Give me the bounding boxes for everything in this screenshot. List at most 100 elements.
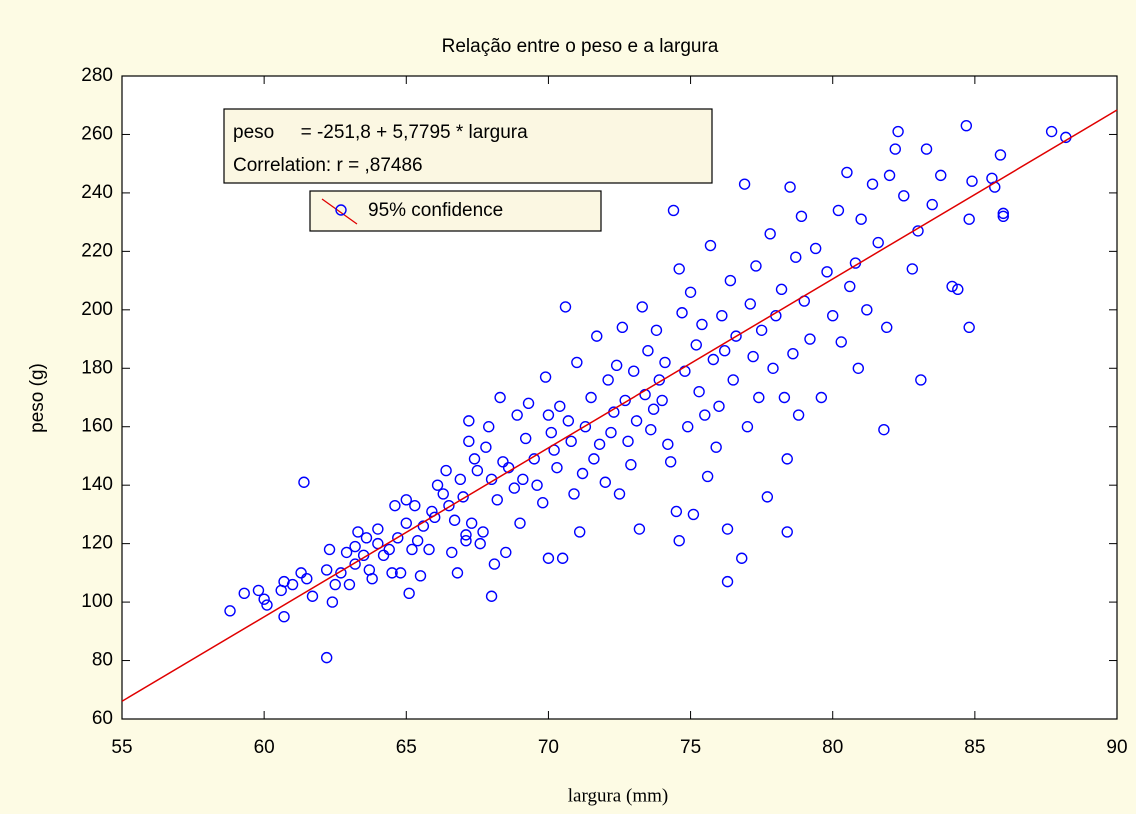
point — [804, 333, 816, 345]
point — [792, 409, 805, 421]
point — [329, 578, 341, 591]
point — [372, 523, 384, 535]
x-tick-label: 70 — [538, 737, 559, 758]
point — [861, 304, 873, 316]
legend-box — [309, 190, 602, 232]
y-tick-label: 180 — [81, 357, 113, 378]
point — [963, 213, 975, 225]
point — [730, 330, 742, 342]
point — [662, 438, 674, 450]
point — [301, 573, 313, 585]
point — [400, 517, 412, 529]
point — [474, 537, 486, 550]
point — [997, 210, 1009, 222]
point — [519, 432, 532, 445]
point — [320, 651, 333, 664]
point — [855, 213, 867, 225]
point — [457, 491, 469, 503]
point — [835, 336, 847, 348]
point — [747, 350, 759, 363]
point — [448, 514, 461, 526]
y-tick-label: 200 — [81, 299, 113, 320]
point — [724, 274, 737, 287]
point — [556, 552, 569, 564]
point — [497, 456, 509, 468]
point — [707, 353, 720, 366]
point — [636, 301, 648, 313]
point — [599, 476, 611, 488]
point — [335, 567, 347, 579]
point — [650, 324, 663, 336]
y-tick-label: 220 — [81, 240, 113, 261]
point — [366, 573, 378, 585]
point — [468, 453, 481, 465]
point — [537, 497, 549, 509]
legend-line — [321, 198, 358, 225]
x-tick-label: 60 — [254, 737, 275, 758]
point — [906, 263, 919, 275]
point — [647, 403, 660, 415]
point — [471, 464, 484, 477]
point — [460, 535, 472, 547]
point — [286, 578, 299, 591]
point — [784, 181, 796, 193]
point — [628, 365, 640, 377]
point — [551, 461, 563, 474]
point — [872, 236, 884, 249]
y-tick-label: 140 — [81, 474, 113, 495]
point — [613, 488, 626, 500]
point — [755, 324, 768, 336]
point — [699, 409, 711, 421]
point — [554, 400, 566, 412]
point — [377, 549, 390, 562]
point — [326, 596, 339, 608]
point — [480, 441, 492, 453]
point — [463, 415, 475, 427]
y-tick-label: 160 — [81, 416, 113, 437]
point — [252, 584, 265, 597]
point — [960, 119, 973, 132]
point — [437, 488, 449, 500]
point — [790, 251, 802, 263]
point — [704, 239, 717, 252]
point — [881, 321, 893, 334]
point — [392, 532, 404, 544]
point — [844, 280, 856, 293]
y-tick-label: 120 — [81, 533, 113, 554]
point — [997, 207, 1009, 220]
point — [684, 286, 697, 298]
point — [736, 552, 748, 564]
point — [656, 394, 668, 407]
point — [340, 546, 353, 559]
point — [673, 263, 685, 275]
point — [429, 511, 441, 524]
point — [764, 228, 776, 240]
point — [403, 587, 415, 600]
point — [571, 356, 583, 369]
point — [821, 266, 833, 278]
point — [531, 479, 543, 491]
point — [488, 558, 501, 570]
point — [753, 391, 765, 404]
point — [465, 517, 478, 529]
point — [411, 535, 424, 547]
point — [224, 605, 236, 617]
point — [323, 543, 336, 556]
y-axis-label: peso (g) — [27, 363, 48, 433]
point — [787, 347, 799, 360]
point — [511, 409, 523, 421]
point — [952, 283, 964, 296]
point — [625, 459, 637, 471]
point — [491, 494, 503, 506]
point — [710, 441, 722, 453]
point — [682, 421, 694, 433]
x-tick-label: 85 — [964, 737, 985, 758]
point — [744, 298, 756, 310]
point — [966, 175, 978, 187]
point — [278, 611, 290, 623]
y-tick-label: 100 — [81, 591, 113, 612]
point — [320, 564, 333, 576]
x-tick-label: 75 — [680, 737, 701, 758]
point — [676, 307, 688, 319]
